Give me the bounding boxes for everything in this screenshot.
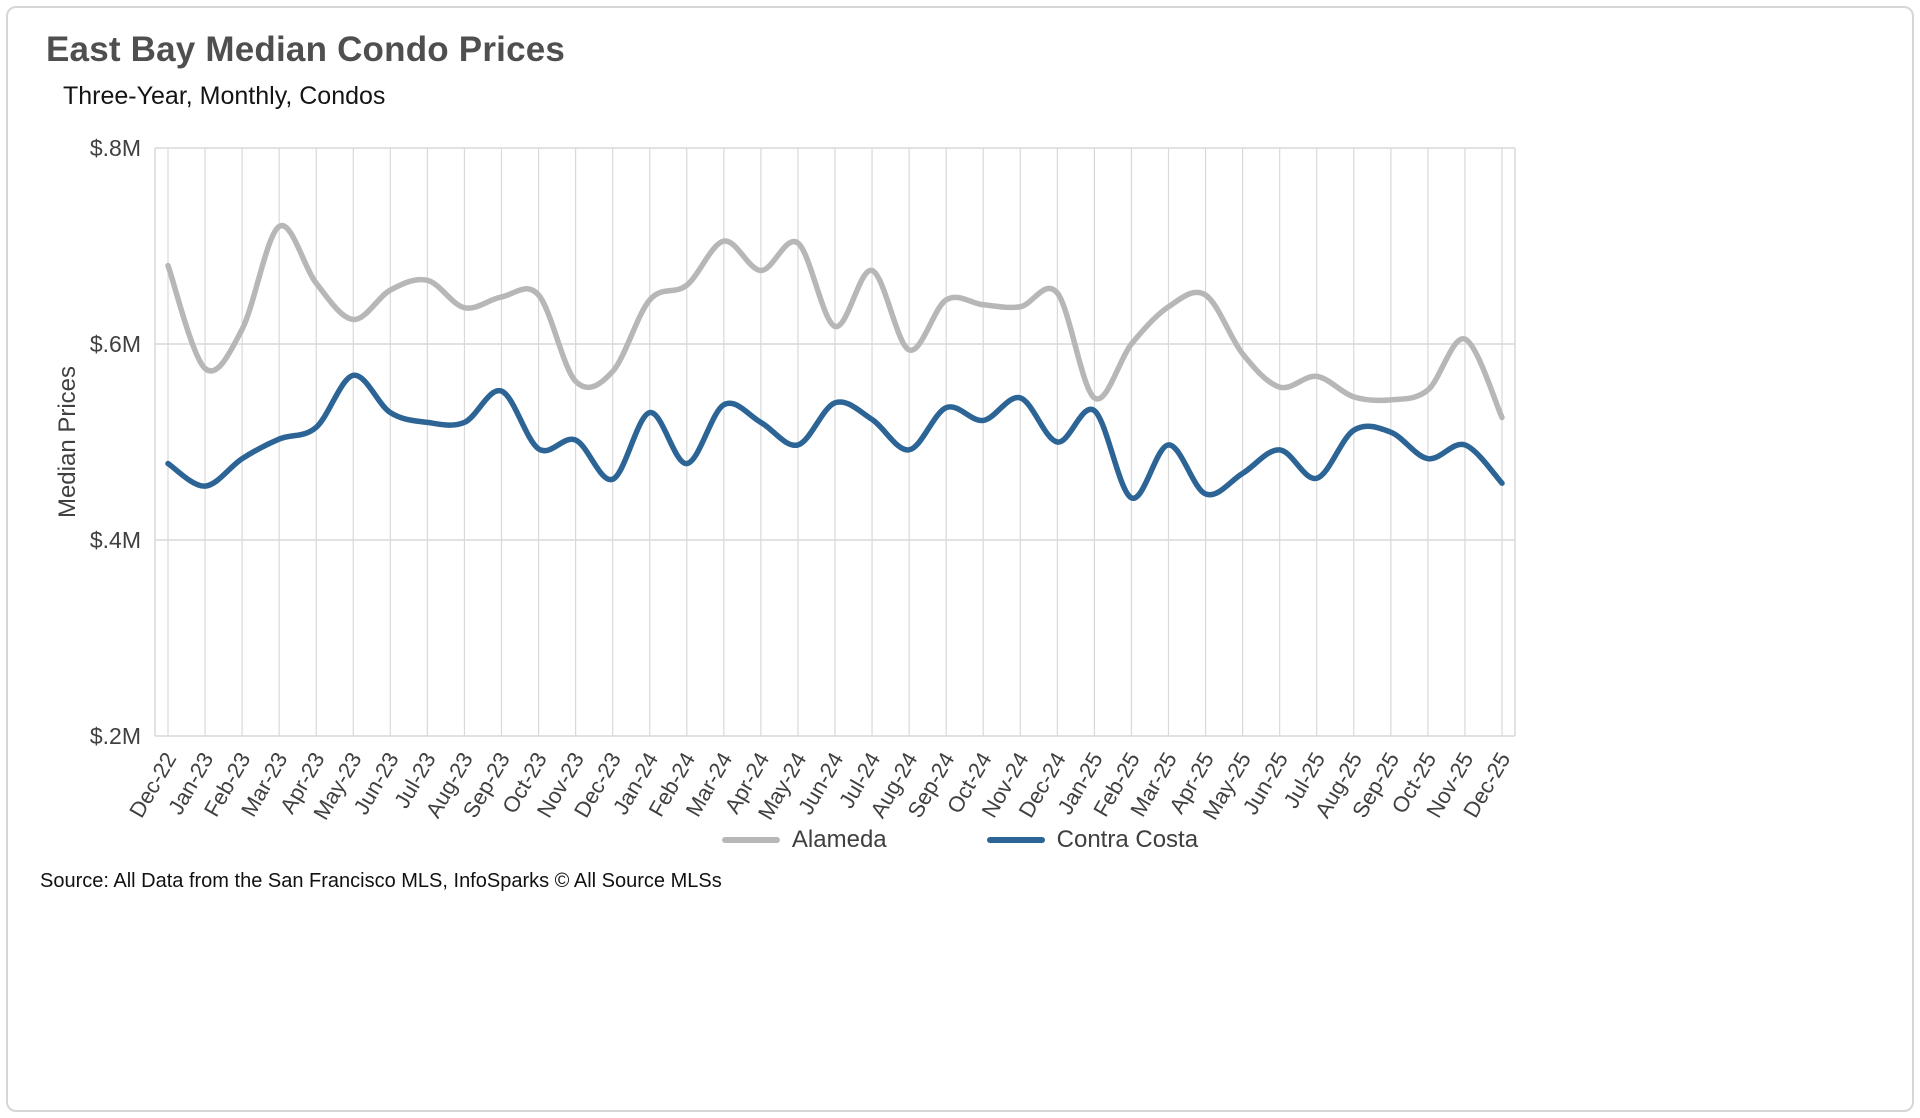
contra-costa-line-swatch-icon [986,837,1045,843]
chart-title: East Bay Median Condo Prices [46,30,566,69]
chart-subtitle: Three-Year, Monthly, Condos [63,82,386,110]
source-note: Source: All Data from the San Francisco … [40,870,722,892]
legend-label-contra-costa: Contra Costa [1056,826,1199,853]
alameda-line-swatch-icon [721,837,780,843]
svg-text:$.6M: $.6M [90,331,141,357]
chart-legend: Alameda Contra Costa [0,826,1920,854]
y-axis-title: Median Prices [54,365,81,519]
svg-text:$.4M: $.4M [90,527,141,553]
legend-item-contra-costa: Contra Costa [986,826,1199,854]
svg-text:$.8M: $.8M [90,135,141,161]
legend-item-alameda: Alameda [721,826,887,854]
svg-text:$.2M: $.2M [90,723,141,749]
legend-label-alameda: Alameda [791,826,887,853]
